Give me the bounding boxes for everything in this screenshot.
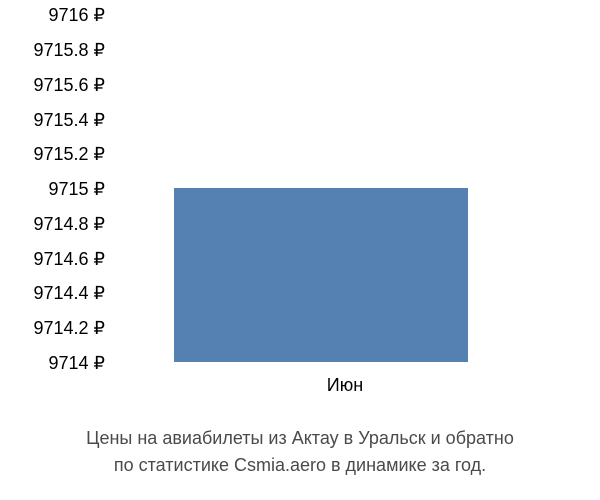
chart-container: 9716 ₽ 9715.8 ₽ 9715.6 ₽ 9715.4 ₽ 9715.2… <box>0 0 600 500</box>
plot-area <box>105 14 585 362</box>
chart-caption: Цены на авиабилеты из Актау в Уральск и … <box>0 425 600 479</box>
caption-line-1: Цены на авиабилеты из Актау в Уральск и … <box>0 425 600 452</box>
y-tick-label: 9714 ₽ <box>49 354 106 372</box>
y-tick-label: 9715.4 ₽ <box>33 111 105 129</box>
y-tick-label: 9714.8 ₽ <box>33 215 105 233</box>
y-tick-label: 9714.2 ₽ <box>33 319 105 337</box>
y-tick-label: 9714.4 ₽ <box>33 284 105 302</box>
y-tick-label: 9714.6 ₽ <box>33 250 105 268</box>
y-tick-label: 9715.2 ₽ <box>33 145 105 163</box>
caption-line-2: по статистике Csmia.aero в динамике за г… <box>0 452 600 479</box>
y-tick-label: 9715 ₽ <box>49 180 106 198</box>
y-tick-label: 9716 ₽ <box>49 6 106 24</box>
y-tick-label: 9715.6 ₽ <box>33 76 105 94</box>
x-axis-label: Июн <box>105 375 585 396</box>
y-tick-label: 9715.8 ₽ <box>33 41 105 59</box>
bar-jun <box>174 188 468 362</box>
